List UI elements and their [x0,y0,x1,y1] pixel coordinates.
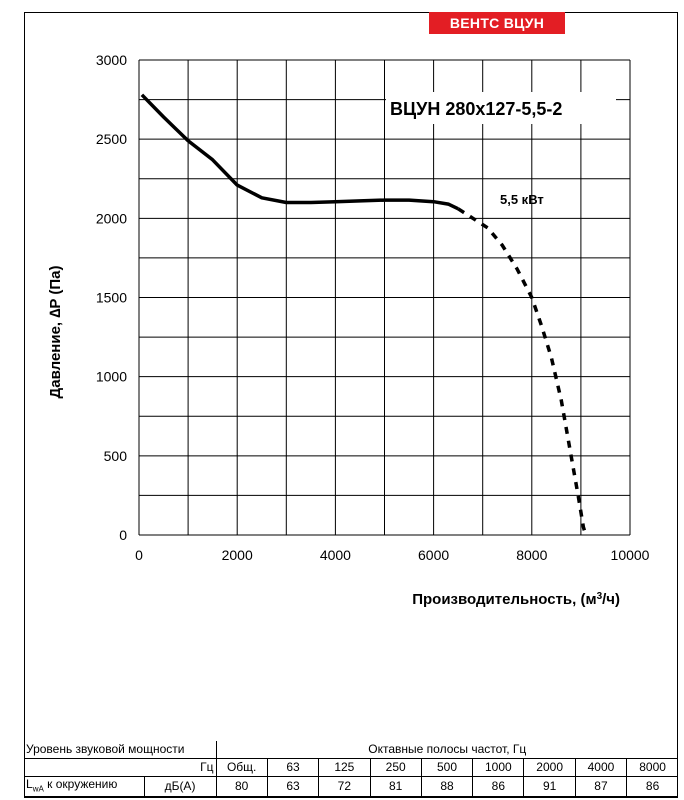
table-caption-left: Уровень звуковой мощности [24,741,217,759]
table-value-cell: 63 [266,775,320,798]
table-header-cell: 500 [420,758,474,777]
brand-badge: ВЕНТС ВЦУН [429,12,565,34]
table-header-cell: 4000 [574,758,628,777]
y-tick-label: 3000 [96,52,127,68]
table-value-cell: 86 [626,775,678,798]
table-value-cell: 87 [574,775,628,798]
axis-ticks: 0 2000 4000 6000 8000 10000 0 500 1000 1500 2000 25… [96,52,650,563]
table-value-cell: 91 [523,775,576,798]
y-axis-title: Давление, ∆P (Па) [47,266,64,399]
table-header-row: Гц Общ. 63 125 250 500 1000 2000 4000 8000 [24,758,678,777]
table-header-cell: 8000 [626,758,678,777]
chart-series [140,93,588,536]
x-tick-label: 10000 [611,547,650,563]
chart-grid [138,59,631,536]
chart-title: ВЦУН 280х127-5,5-2 [390,99,562,119]
table-value-cell: 80 [215,775,268,798]
y-tick-label: 2500 [96,131,127,147]
y-tick-label: 1000 [96,369,127,385]
curve-solid [140,93,459,211]
y-tick-label: 0 [119,527,127,543]
curve-dashed [457,207,588,536]
y-tick-label: 1500 [96,290,127,306]
pressure-flow-chart: 0 2000 4000 6000 8000 10000 0 500 1000 1500 2000 25… [47,52,650,609]
x-axis-title: Производительность, (м3/ч) [412,591,620,609]
table-value-cell: 88 [420,775,474,798]
table-row-label: LwA к окружению [24,775,145,798]
table-row-unit: дБ(А) [143,775,217,798]
table-value-row: LwA к окружению дБ(А) 80 63 72 81 88 86 91 87 86 [24,775,678,798]
x-tick-label: 6000 [418,547,449,563]
x-tick-label: 8000 [516,547,547,563]
table-caption-row: Уровень звуковой мощности Октавные полос… [24,741,678,759]
table-value-cell: 72 [318,775,371,798]
table-header-cell: 1000 [472,758,525,777]
sound-power-table: Уровень звуковой мощности Октавные полос… [24,741,678,798]
table-header-cell: 63 [266,758,320,777]
table-header-cell: 250 [369,758,422,777]
table-header-cell: Общ. [215,758,268,777]
table-caption-right: Октавные полосы частот, Гц [215,741,678,759]
table-value-cell: 86 [472,775,525,798]
chart-frame [24,12,678,798]
model-label-bg [386,92,616,124]
table-header-cell: 125 [318,758,371,777]
table-unit-hz: Гц [144,758,217,777]
x-tick-label: 2000 [222,547,253,563]
y-tick-label: 2000 [96,210,127,226]
x-tick-label: 4000 [320,547,351,563]
power-annotation: 5,5 кВт [500,192,544,207]
x-tick-label: 0 [135,547,143,563]
table-empty-cell [24,758,144,777]
y-tick-label: 500 [104,448,128,464]
table-value-cell: 81 [369,775,422,798]
table-header-cell: 2000 [523,758,576,777]
